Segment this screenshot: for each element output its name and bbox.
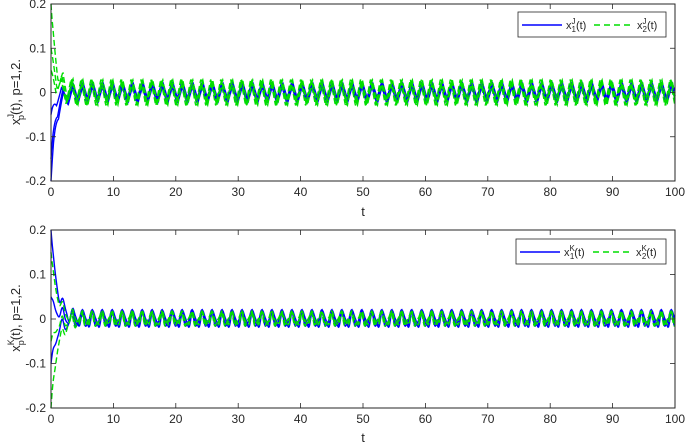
x-tick-label: 80 [544, 412, 558, 426]
bottom-y-axis-label: xKp(t), p=1,2. [6, 284, 26, 352]
y-tick-label: 0.1 [29, 268, 46, 282]
y-tick-label: -0.1 [25, 130, 46, 144]
y-tick-label: 0.2 [29, 223, 46, 237]
top-x-ticks: 0 10 20 30 40 50 60 70 80 90 100 [48, 4, 685, 199]
top-x-axis-label: t [361, 204, 365, 219]
x-tick-label: 0 [48, 185, 55, 199]
x-tick-label: 40 [294, 412, 308, 426]
bottom-x-axis-label: t [361, 430, 365, 444]
x-tick-label: 30 [232, 412, 246, 426]
bottom-plot-lines [50, 229, 676, 409]
x-tick-label: 60 [419, 412, 433, 426]
x-tick-label: 20 [169, 412, 183, 426]
bottom-x-ticks: 0 10 20 30 40 50 60 70 80 90 100 [48, 230, 685, 426]
series-line [50, 3, 676, 108]
bottom-legend-entry-2: xK 2(t) [636, 244, 657, 261]
series-line [50, 70, 676, 106]
x-tick-label: 0 [48, 412, 55, 426]
x-tick-label: 10 [107, 185, 121, 199]
x-tick-label: 70 [481, 185, 495, 199]
x-tick-label: 90 [606, 185, 620, 199]
top-plot: 0 10 20 30 40 50 60 70 80 90 100 -0.2 -0.1 0 0.1 0.2 t… [6, 0, 685, 219]
top-plot-lines [50, 3, 676, 182]
bottom-legend: xK 1(t) xK 2(t) [515, 238, 667, 265]
x-tick-label: 70 [481, 412, 495, 426]
top-legend-entry-1: xJ 1(t) [566, 17, 586, 34]
series-line [50, 311, 676, 409]
top-y-ticks: -0.2 -0.1 0 0.1 0.2 [25, 0, 675, 188]
x-tick-label: 90 [606, 412, 620, 426]
x-tick-label: 100 [665, 412, 685, 426]
top-legend-entry-2: xJ 2(t) [637, 17, 657, 34]
top-y-axis-label: xJp(t), p=1,2. [6, 59, 26, 125]
bottom-y-ticks: -0.2 -0.1 0 0.1 0.2 [25, 223, 675, 415]
x-tick-label: 10 [107, 412, 121, 426]
y-tick-label: -0.1 [25, 357, 46, 371]
y-tick-label: -0.2 [25, 401, 46, 415]
y-tick-label: -0.2 [25, 174, 46, 188]
x-tick-label: 20 [169, 185, 183, 199]
x-tick-label: 60 [419, 185, 433, 199]
x-tick-label: 80 [544, 185, 558, 199]
x-tick-label: 100 [665, 185, 685, 199]
x-tick-label: 40 [294, 185, 308, 199]
x-tick-label: 30 [232, 185, 246, 199]
y-tick-label: 0.2 [29, 0, 46, 11]
y-tick-label: 0 [39, 312, 46, 326]
x-tick-label: 50 [356, 412, 370, 426]
bottom-legend-entry-1: xK 1(t) [564, 244, 585, 261]
bottom-plot: 0 10 20 30 40 50 60 70 80 90 100 -0.2 -0.1 0 0.1 0.2 t… [6, 223, 685, 444]
top-legend: xJ 1(t) xJ 2(t) [517, 11, 667, 38]
y-tick-label: 0.1 [29, 41, 46, 55]
x-tick-label: 50 [356, 185, 370, 199]
y-tick-label: 0 [39, 86, 46, 100]
